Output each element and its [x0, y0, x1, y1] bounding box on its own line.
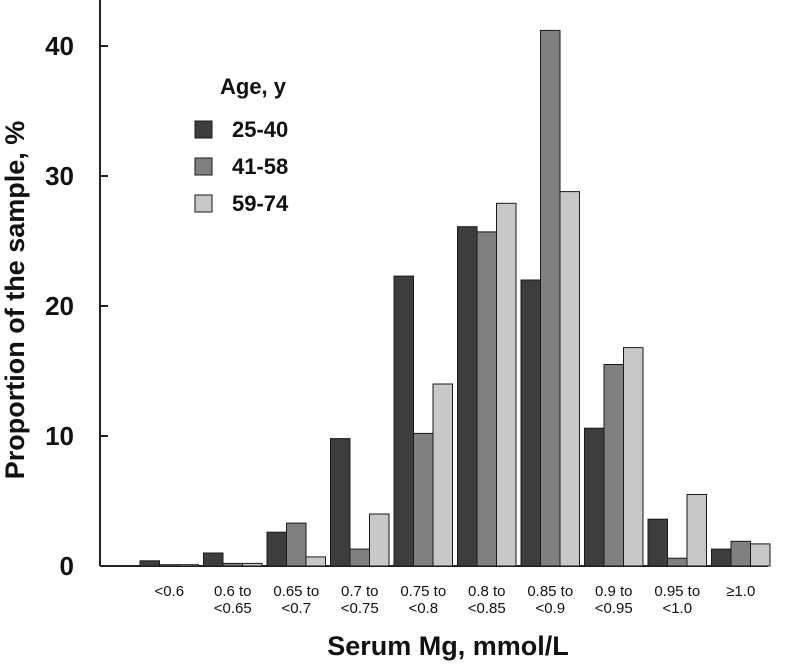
x-tick-label: 0.7 to: [341, 583, 379, 600]
x-tick-label: <0.75: [341, 600, 379, 617]
bar-59-74-2: [305, 556, 326, 567]
x-tick-label: ≥1.0: [726, 583, 755, 600]
bar-59-74-3: [369, 513, 390, 567]
legend-title: Age, y: [220, 74, 287, 99]
x-tick-label: 0.85 to: [527, 583, 573, 600]
x-tick-label: 0.95 to: [654, 583, 700, 600]
x-tick-label: <0.85: [468, 600, 506, 617]
x-tick-label: <1.0: [662, 600, 692, 617]
bar-41-58-9: [730, 540, 751, 567]
bar-25-40-6: [520, 279, 541, 567]
bar-59-74-6: [559, 191, 580, 567]
bar-59-74-0: [178, 564, 199, 567]
bar-59-74-8: [686, 494, 707, 567]
bar-59-74-4: [432, 383, 453, 567]
x-tick-label: 0.75 to: [400, 583, 446, 600]
bar-41-58-5: [476, 231, 497, 567]
x-tick-label: <0.8: [408, 600, 438, 617]
x-tick-label: <0.7: [281, 600, 311, 617]
bar-25-40-0: [139, 560, 160, 567]
legend-swatch: [194, 120, 213, 139]
bar-41-58-4: [413, 432, 434, 567]
legend-swatch: [194, 157, 213, 176]
y-ticks: 0 10 20 30 40: [45, 31, 108, 581]
y-tick-label: 10: [45, 421, 74, 451]
bar-41-58-2: [286, 522, 307, 567]
x-tick-label: 0.65 to: [273, 583, 319, 600]
bar-59-74-7: [623, 347, 644, 567]
x-tick-labels: <0.6 0.6 to<0.65 0.65 to<0.7 0.7 to<0.75 0.7…: [154, 583, 755, 617]
x-tick-label: <0.65: [214, 600, 252, 617]
legend-swatch: [194, 194, 213, 213]
bar-41-58-1: [222, 562, 243, 567]
bar-25-40-7: [584, 427, 605, 567]
legend-label: 25-40: [232, 117, 288, 142]
bar-41-58-0: [159, 564, 180, 567]
x-axis-label: Serum Mg, mmol/L: [327, 631, 569, 661]
x-tick-label: 0.9 to: [595, 583, 633, 600]
bar-41-58-7: [603, 364, 624, 567]
y-axis-label: Proportion of the sample, %: [0, 121, 30, 480]
x-tick-label: 0.8 to: [468, 583, 506, 600]
bar-25-40-1: [203, 552, 224, 567]
bar-25-40-2: [266, 531, 287, 567]
legend-label: 59-74: [232, 191, 289, 216]
legend-label: 41-58: [232, 154, 288, 179]
bar-59-74-1: [242, 562, 263, 567]
x-tick-label: <0.6: [154, 583, 184, 600]
y-tick-label: 40: [45, 31, 74, 61]
legend: Age, y 25-40 41-58 59-74: [194, 74, 289, 216]
y-tick-label: 0: [60, 551, 74, 581]
x-tick-label: <0.9: [535, 600, 565, 617]
bar-25-40-5: [457, 226, 478, 567]
bars: [139, 29, 771, 567]
bar-41-58-6: [540, 29, 561, 567]
bar-41-58-3: [349, 548, 370, 567]
bar-59-74-9: [750, 543, 771, 567]
x-tick-label: <0.95: [595, 600, 633, 617]
y-tick-label: 30: [45, 161, 74, 191]
bar-25-40-4: [393, 275, 414, 567]
bar-25-40-9: [711, 548, 732, 567]
bar-25-40-3: [330, 438, 351, 567]
y-tick-label: 20: [45, 291, 74, 321]
bar-41-58-8: [667, 557, 688, 567]
bar-59-74-5: [496, 202, 517, 567]
bar-25-40-8: [647, 518, 668, 567]
x-tick-label: 0.6 to: [214, 583, 252, 600]
